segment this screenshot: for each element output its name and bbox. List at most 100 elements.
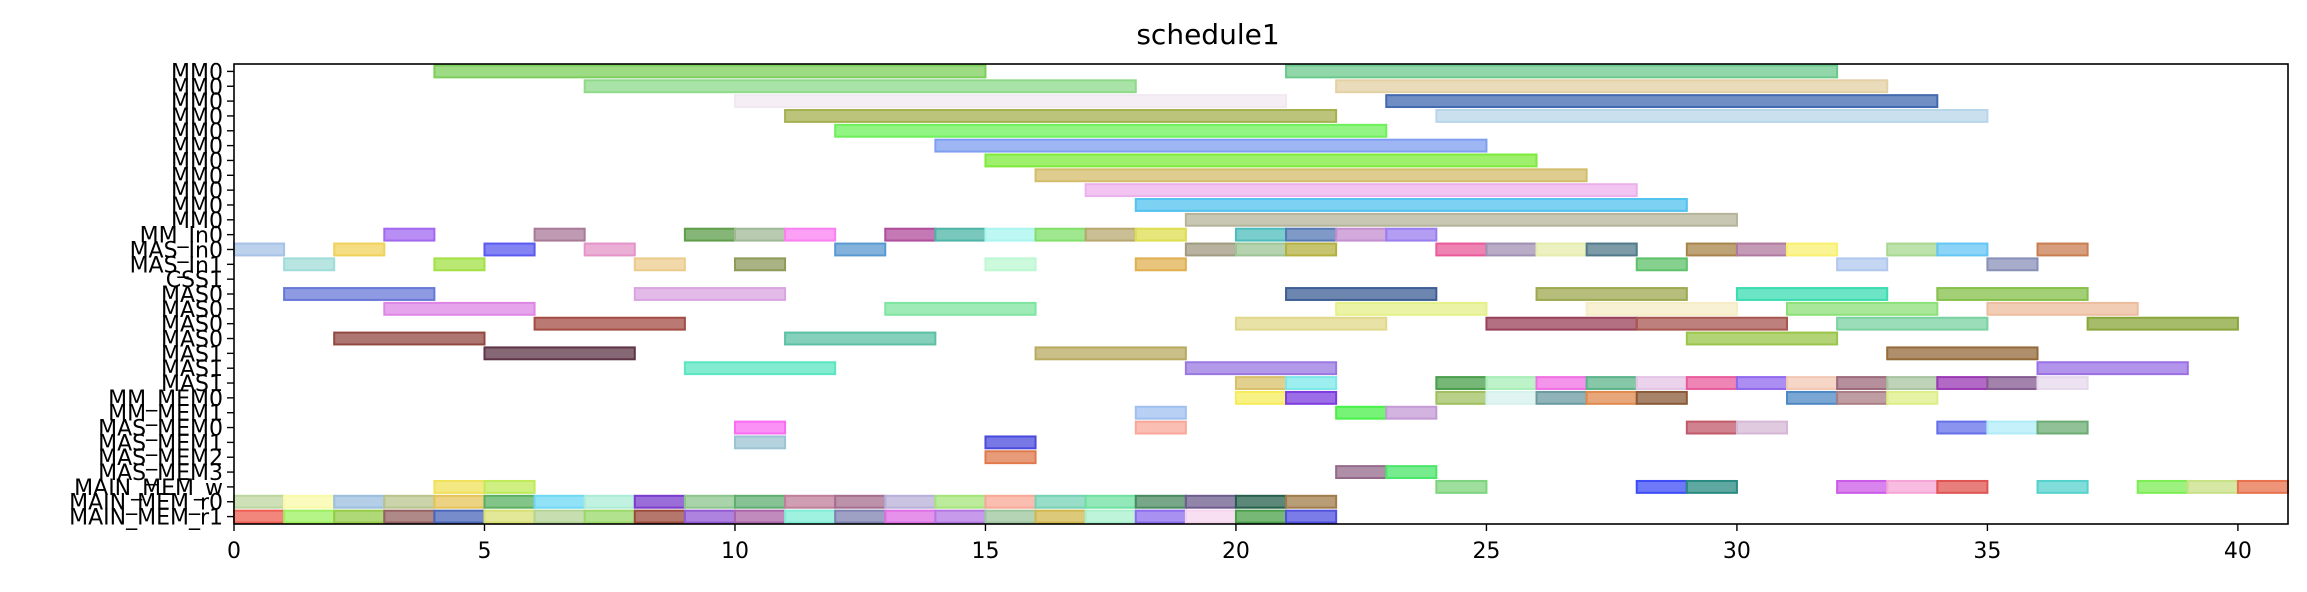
gantt-bar xyxy=(1435,376,1488,390)
gantt-bar xyxy=(233,242,286,257)
gantt-bar xyxy=(483,346,636,361)
gantt-bar xyxy=(1936,479,1989,494)
y-tick-label: MM0 xyxy=(171,149,223,174)
gantt-bar xyxy=(1886,479,1939,494)
gantt-bar xyxy=(1234,227,1288,242)
gantt-bar xyxy=(383,509,436,524)
gantt-bar xyxy=(1134,257,1187,272)
gantt-bar xyxy=(1435,479,1488,494)
gantt-bar xyxy=(1285,494,1338,509)
gantt-bar xyxy=(1735,376,1789,390)
gantt-bar xyxy=(1886,376,1939,390)
x-tick-label: 5 xyxy=(477,539,491,564)
gantt-bar xyxy=(1034,227,1087,242)
gantt-bar xyxy=(1435,109,1989,123)
gantt-bar xyxy=(1836,257,1889,272)
gantt-bar xyxy=(1485,390,1538,405)
gantt-bar xyxy=(483,494,536,509)
gantt-bar xyxy=(984,153,1538,168)
gantt-bar xyxy=(1836,390,1889,405)
y-tick-label: MM0 xyxy=(171,179,223,204)
gantt-bar xyxy=(1535,287,1688,301)
gantt-bar xyxy=(1485,376,1538,390)
gantt-bar xyxy=(1285,509,1338,524)
y-tick-label: MAIN_MEM_r0 xyxy=(69,491,223,516)
gantt-bar xyxy=(1535,376,1588,390)
gantt-bar xyxy=(1335,227,1388,242)
gantt-bar xyxy=(283,287,436,301)
gantt-bar xyxy=(733,509,787,524)
x-tick-label: 40 xyxy=(2224,539,2252,564)
gantt-bar xyxy=(1635,257,1688,272)
gantt-bar xyxy=(1034,494,1087,509)
gantt-bar xyxy=(683,227,736,242)
gantt-bar xyxy=(884,227,937,242)
gantt-bar xyxy=(633,509,686,524)
gantt-bar xyxy=(2086,316,2239,331)
gantt-bar xyxy=(633,287,787,301)
gantt-bar xyxy=(333,494,386,509)
gantt-bar xyxy=(1886,346,2039,361)
y-tick-label: MAS1 xyxy=(161,342,223,367)
y-tick-label: MAS_In1 xyxy=(130,253,223,278)
gantt-bar xyxy=(2036,242,2089,257)
gantt-bar xyxy=(2136,479,2189,494)
x-tick-label: 15 xyxy=(971,539,999,564)
gantt-bar xyxy=(733,94,1288,109)
y-tick-label: MM_MEM1 xyxy=(108,402,223,427)
gantt-bar xyxy=(1635,376,1688,390)
gantt-bar xyxy=(483,479,536,494)
y-tick-label: MAS0 xyxy=(161,298,223,323)
gantt-bar xyxy=(834,123,1388,138)
gantt-bar xyxy=(784,331,937,346)
gantt-bar xyxy=(733,435,787,450)
gantt-bar xyxy=(1335,465,1388,479)
y-tick-label: MAS0 xyxy=(161,313,223,338)
gantt-bar xyxy=(333,509,386,524)
gantt-bar xyxy=(433,509,486,524)
gantt-bar xyxy=(1786,376,1839,390)
chart-title: schedule1 xyxy=(1136,18,1279,51)
gantt-bar xyxy=(1285,390,1338,405)
gantt-bar xyxy=(1986,420,2039,435)
gantt-bar xyxy=(1234,509,1288,524)
gantt-bar xyxy=(1184,509,1237,524)
gantt-bar xyxy=(283,494,336,509)
gantt-bar xyxy=(884,301,1037,316)
axis-layer: MM0MM0MM0MM0MM0MM0MM0MM0MM0MM0MM0MM_In0M… xyxy=(69,60,2252,564)
gantt-bar xyxy=(1134,227,1187,242)
y-tick-label: MAIN_MEM_w xyxy=(74,476,223,501)
y-tick-label: MAS1 xyxy=(161,372,223,397)
gantt-bar xyxy=(1786,242,1839,257)
gantt-bar xyxy=(1635,390,1688,405)
gantt-bar xyxy=(1886,242,1939,257)
gantt-bar xyxy=(1184,494,1237,509)
gantt-bar xyxy=(1485,316,1638,331)
y-tick-label: MAS0 xyxy=(161,283,223,308)
gantt-bar xyxy=(383,227,436,242)
gantt-bar xyxy=(1335,79,1889,94)
gantt-bar xyxy=(433,479,486,494)
gantt-bar xyxy=(1836,316,1989,331)
y-tick-label: MAS0 xyxy=(161,328,223,353)
gantt-bar xyxy=(333,242,386,257)
gantt-bar xyxy=(1685,331,1839,346)
gantt-bar xyxy=(1234,390,1288,405)
gantt-bar xyxy=(934,138,1488,153)
gantt-bar xyxy=(834,242,887,257)
gantt-bar xyxy=(483,509,536,524)
gantt-bar xyxy=(1084,494,1137,509)
gantt-bar xyxy=(633,494,686,509)
gantt-bar xyxy=(433,64,987,79)
gantt-bar xyxy=(1234,376,1288,390)
gantt-bar xyxy=(2036,376,2089,390)
y-tick-label: CSS1 xyxy=(166,268,223,293)
gantt-bar xyxy=(633,257,686,272)
gantt-bar xyxy=(1735,287,1889,301)
gantt-bar xyxy=(1084,509,1137,524)
y-tick-label: MM0 xyxy=(171,120,223,145)
bars-layer xyxy=(233,64,2289,524)
gantt-bar xyxy=(1936,376,1989,390)
gantt-bar xyxy=(984,435,1037,450)
gantt-bar xyxy=(1184,242,1237,257)
